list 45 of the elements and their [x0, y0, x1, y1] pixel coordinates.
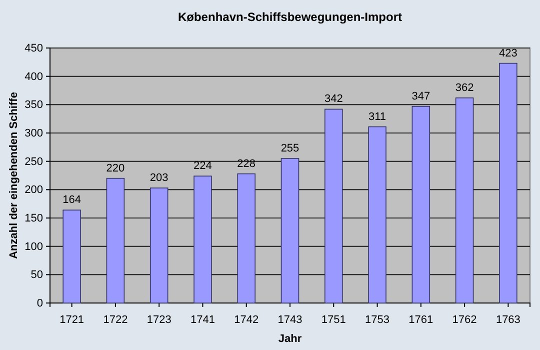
x-tick-label: 1751 — [321, 314, 346, 326]
x-tick-label: 1743 — [278, 314, 302, 326]
y-tick-label: 400 — [24, 70, 43, 83]
bar — [237, 173, 256, 304]
x-tick-label: 1723 — [146, 314, 172, 326]
data-label: 423 — [499, 47, 518, 60]
data-label: 203 — [150, 172, 168, 184]
y-tick-label: 300 — [24, 128, 43, 140]
y-tick-label: 100 — [24, 240, 43, 253]
x-tick-label: 1742 — [234, 314, 259, 326]
x-tick-label: 1722 — [103, 314, 128, 326]
bar — [150, 188, 168, 304]
x-tick-label: 1753 — [365, 314, 390, 326]
x-tick-label: 1763 — [496, 314, 520, 326]
y-axis-title: Anzahl der eingehenden Schiffe — [8, 92, 20, 259]
x-tick-label: 1741 — [190, 314, 215, 326]
bar — [412, 106, 430, 304]
data-label: 342 — [324, 93, 343, 106]
bar — [194, 176, 212, 304]
bar — [62, 210, 81, 304]
bar — [324, 108, 343, 304]
data-label: 347 — [412, 90, 430, 102]
x-axis-title: Jahr — [278, 333, 302, 345]
y-tick-label: 250 — [24, 156, 43, 168]
chart-title: København-Schiffsbewegungen-Import — [178, 10, 402, 24]
bar — [499, 62, 518, 304]
y-tick-label: 0 — [36, 298, 43, 310]
data-label: 224 — [194, 160, 212, 172]
bar — [455, 97, 474, 304]
data-label: 164 — [62, 194, 81, 206]
y-tick-label: 350 — [24, 99, 43, 112]
data-label: 255 — [280, 142, 300, 154]
bar — [106, 178, 125, 304]
data-label: 220 — [106, 162, 125, 174]
bar — [368, 126, 386, 304]
x-tick-label: 1762 — [452, 314, 477, 326]
data-label: 362 — [455, 82, 474, 94]
y-tick-label: 150 — [24, 212, 43, 225]
bar — [280, 158, 300, 304]
y-tick-label: 450 — [24, 42, 43, 55]
data-label: 311 — [368, 110, 386, 123]
y-tick-label: 50 — [30, 269, 43, 282]
x-tick-label: 1721 — [60, 314, 84, 326]
x-tick-label: 1761 — [408, 314, 434, 326]
y-tick-label: 200 — [24, 184, 43, 196]
